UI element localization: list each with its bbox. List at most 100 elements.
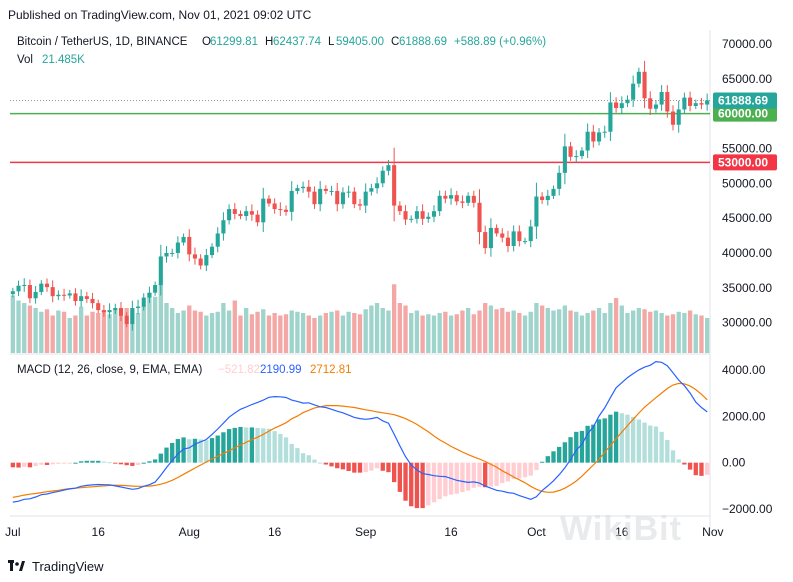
macd-histogram-bar bbox=[306, 455, 311, 463]
volume-bar bbox=[403, 305, 408, 353]
candle-body bbox=[397, 205, 402, 212]
macd-histogram-bar bbox=[676, 459, 681, 463]
candle bbox=[466, 192, 471, 206]
volume-bar bbox=[175, 313, 181, 353]
macd-histogram-bar bbox=[61, 462, 67, 464]
candle bbox=[602, 125, 607, 138]
candle bbox=[431, 205, 437, 223]
volume-bar bbox=[374, 303, 380, 353]
volume-bar bbox=[272, 313, 277, 353]
macd-histogram-bar bbox=[613, 411, 619, 463]
candle-body bbox=[386, 165, 391, 171]
candle-body bbox=[323, 188, 328, 191]
macd-histogram-bar bbox=[500, 462, 505, 484]
candle bbox=[665, 85, 670, 118]
symbol-title: Bitcoin / TetherUS, 1D, BINANCE bbox=[17, 36, 188, 48]
candle-body bbox=[33, 291, 38, 299]
macd-histogram-bar bbox=[431, 462, 437, 503]
volume-bar bbox=[454, 314, 459, 353]
macd-histogram-bar bbox=[329, 462, 334, 467]
volume-bar bbox=[181, 310, 186, 353]
volume-bar bbox=[22, 303, 27, 353]
volume-bar bbox=[386, 310, 391, 353]
price-tick-label: 50000.00 bbox=[722, 176, 772, 190]
candle bbox=[90, 292, 95, 309]
macd-histogram-bar bbox=[170, 442, 175, 463]
ohlc-label: H bbox=[265, 36, 273, 48]
volume-bar bbox=[10, 295, 16, 353]
candle bbox=[44, 278, 50, 292]
candle bbox=[164, 246, 169, 263]
macd-histogram-bar bbox=[278, 433, 283, 463]
candle bbox=[232, 203, 237, 220]
volume-bar bbox=[420, 315, 425, 353]
volume-bar bbox=[551, 310, 556, 353]
candle bbox=[511, 225, 516, 252]
candle bbox=[443, 190, 448, 204]
macd-histogram-bar bbox=[505, 462, 511, 482]
symbol-legend: Bitcoin / TetherUS, 1D, BINANCE O 61299.81… bbox=[17, 36, 546, 66]
macd-histogram-bar bbox=[67, 462, 72, 464]
macd-histogram-bar bbox=[670, 450, 676, 463]
price-tick-label: 30000.00 bbox=[722, 316, 772, 330]
macd-histogram-bar bbox=[374, 462, 380, 469]
volume-bar bbox=[340, 315, 346, 353]
macd-value: 2190.99 bbox=[260, 364, 302, 376]
candle bbox=[153, 281, 158, 296]
footer[interactable]: TradingView bbox=[8, 556, 104, 576]
candle bbox=[192, 247, 198, 265]
candle bbox=[266, 195, 271, 207]
volume-bar bbox=[511, 310, 516, 353]
macd-tick-label: 0.00 bbox=[722, 456, 746, 470]
candle-body bbox=[198, 258, 203, 266]
macd-histogram-bar bbox=[56, 462, 61, 464]
candle bbox=[136, 299, 141, 315]
candle-body bbox=[483, 232, 488, 249]
volume-bar bbox=[585, 313, 590, 353]
candle bbox=[375, 177, 380, 194]
macd-histogram-bar bbox=[118, 462, 124, 465]
volume-bar bbox=[107, 314, 112, 353]
volume-bar bbox=[283, 314, 289, 353]
candle-body bbox=[221, 220, 226, 234]
candle bbox=[33, 285, 38, 304]
candle-body bbox=[50, 287, 55, 297]
macd-histogram-bar bbox=[551, 451, 556, 463]
macd-histogram-bar bbox=[539, 461, 545, 463]
tradingview-brand: TradingView bbox=[32, 558, 104, 574]
candle bbox=[500, 228, 505, 243]
macd-histogram-bar bbox=[687, 462, 693, 470]
volume-bar bbox=[118, 315, 124, 353]
volume-bar bbox=[477, 310, 482, 353]
ohlc-value: 61888.69 bbox=[399, 36, 447, 48]
volume-bar bbox=[39, 311, 44, 353]
candle-body bbox=[579, 150, 584, 157]
volume-bar bbox=[221, 303, 226, 353]
macd-histogram-bar bbox=[272, 431, 277, 463]
candle bbox=[329, 185, 334, 196]
candle-body bbox=[141, 297, 146, 307]
macd-histogram-bar bbox=[152, 459, 158, 463]
candle bbox=[676, 100, 681, 133]
time-tick-label: 16 bbox=[615, 525, 629, 539]
candle bbox=[278, 202, 283, 216]
macd-histogram-bar bbox=[557, 446, 562, 463]
macd-hist-value: −521.82 bbox=[218, 364, 260, 376]
candle-body bbox=[232, 209, 237, 214]
volume-bar bbox=[147, 293, 152, 353]
volume-bar bbox=[33, 308, 38, 353]
volume-bar bbox=[124, 308, 129, 353]
candle bbox=[73, 288, 78, 306]
candle bbox=[608, 92, 613, 141]
candle bbox=[409, 215, 414, 223]
candle bbox=[614, 97, 619, 113]
macd-histogram-bar bbox=[363, 462, 368, 473]
macd-histogram-bar bbox=[704, 462, 710, 475]
candle bbox=[147, 286, 152, 303]
candle-body bbox=[574, 156, 579, 158]
macd-histogram-bar bbox=[22, 462, 27, 467]
volume-bar bbox=[335, 310, 340, 353]
macd-histogram-bar bbox=[249, 427, 255, 463]
ohlc-value: 59405.00 bbox=[336, 36, 384, 48]
price-tick-label: 65000.00 bbox=[722, 72, 772, 86]
